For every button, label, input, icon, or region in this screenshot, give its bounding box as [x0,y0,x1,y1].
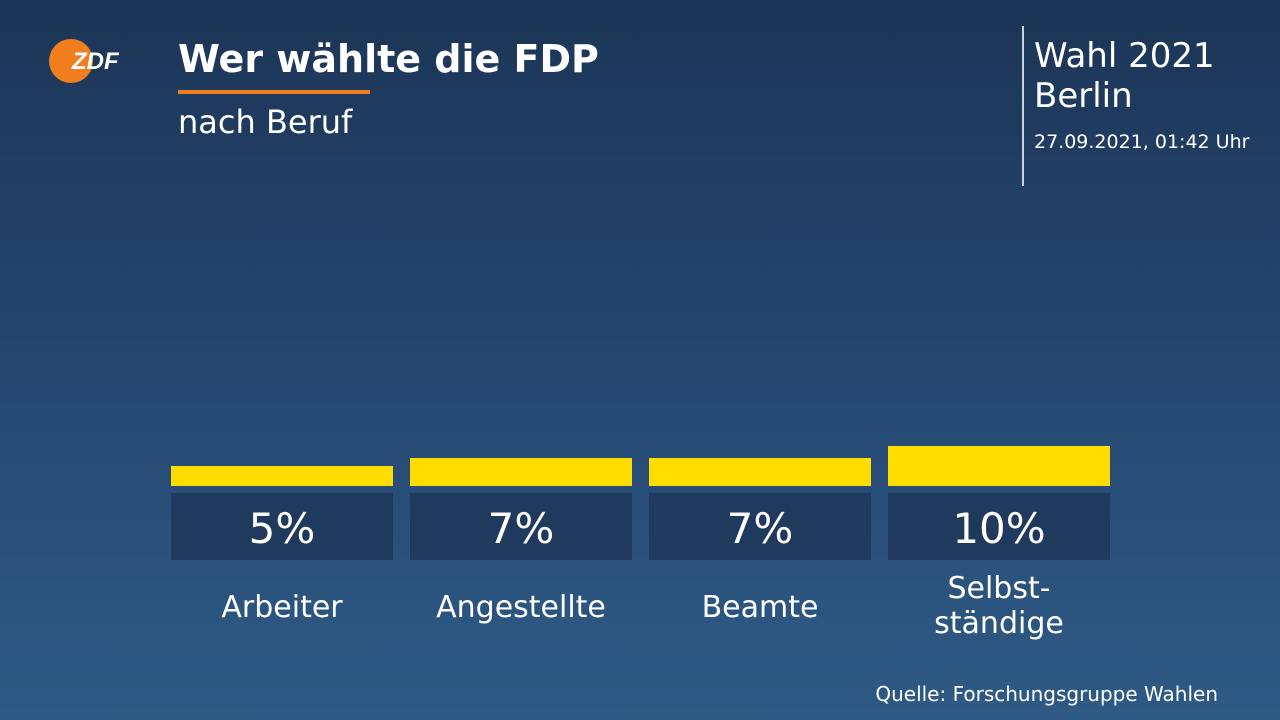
value-label-box [888,493,1110,560]
bar [888,446,1110,486]
source-note: Quelle: Forschungsgruppe Wahlen [875,682,1218,706]
election-label: Wahl 2021 [1034,36,1215,76]
value-label-box [410,493,632,560]
value-label-box [649,493,871,560]
category-label: Selbst-ständige [934,571,1064,641]
value-label: 5% [249,504,316,553]
meta-divider [1022,26,1024,186]
meta-panel: Wahl 2021 Berlin 27.09.2021, 01:42 Uhr [1034,36,1249,154]
category-label: Arbeiter [221,590,343,625]
category-label: Angestellte [436,590,606,625]
value-label: 7% [727,504,794,553]
category-label: Beamte [702,590,819,625]
title-underline [178,90,370,94]
zdf-logo: ZDF [49,39,120,83]
chart-title: Wer wählte die FDP [178,37,599,81]
value-label: 10% [952,504,1045,553]
bar [410,458,632,486]
value-label: 7% [488,504,555,553]
timestamp: 27.09.2021, 01:42 Uhr [1034,131,1250,153]
bar [171,466,393,486]
bar [649,458,871,486]
region-label: Berlin [1034,76,1133,116]
chart-subtitle: nach Beruf [178,103,353,141]
value-label-box [171,493,393,560]
zdf-logo-text: ZDF [71,48,120,75]
zdf-logo-circle [49,39,93,83]
